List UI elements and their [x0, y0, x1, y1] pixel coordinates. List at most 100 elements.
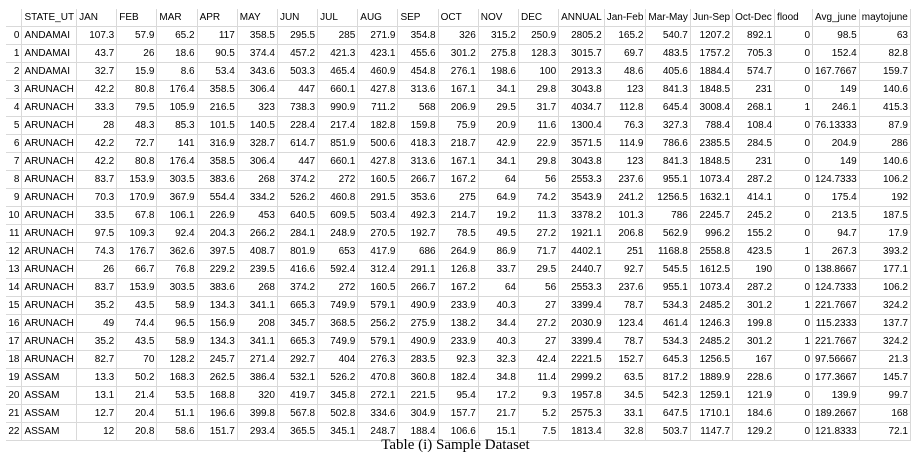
value-cell: 21.3: [859, 350, 911, 369]
value-cell: 645.4: [645, 98, 691, 117]
value-cell: 101.5: [197, 116, 238, 135]
value-cell: 165.2: [604, 26, 647, 45]
value-cell: 2440.7: [558, 260, 605, 279]
value-cell: 65.2: [156, 26, 198, 45]
state-cell: ANDAMAI: [21, 62, 78, 81]
value-cell: 415.3: [859, 98, 911, 117]
value-cell: 199.8: [732, 314, 776, 333]
value-cell: 470.8: [357, 368, 399, 387]
value-cell: 58.9: [156, 332, 198, 351]
value-cell: 177.1: [859, 260, 911, 279]
value-cell: 0: [774, 350, 814, 369]
value-cell: 304.9: [397, 404, 439, 423]
value-cell: 315.2: [478, 26, 519, 45]
value-cell: 313.6: [397, 152, 439, 171]
value-cell: 33.7: [478, 260, 519, 279]
value-cell: 1: [774, 296, 814, 315]
value-cell: 419.7: [277, 386, 319, 405]
value-cell: 1256.5: [645, 188, 691, 207]
value-cell: 455.6: [397, 44, 439, 63]
value-cell: 286: [859, 134, 911, 153]
value-cell: 574.7: [732, 62, 776, 81]
value-cell: 1168.8: [645, 242, 691, 261]
value-cell: 3399.4: [558, 332, 605, 351]
state-cell: ARUNACH: [21, 170, 78, 189]
value-cell: 87.9: [859, 116, 911, 135]
value-cell: 266.2: [237, 224, 278, 243]
row-index-cell: 22: [6, 422, 23, 441]
value-cell: 192: [859, 188, 911, 207]
value-cell: 427.8: [357, 80, 399, 99]
value-cell: 0: [774, 224, 814, 243]
value-cell: 117: [197, 26, 238, 45]
value-cell: 78.7: [604, 296, 647, 315]
table-row: 9 ARUNACH 70.3 170.9 367.9 554.4 334.2 526.2 460…: [6, 188, 911, 207]
value-cell: 3399.4: [558, 296, 605, 315]
value-cell: 749.9: [317, 296, 359, 315]
column-header: flood: [774, 9, 814, 27]
value-cell: 218.7: [438, 134, 479, 153]
value-cell: 447: [277, 80, 319, 99]
table-row: 20 ASSAM 13.1 21.4 53.5 168.8 320 419.7 345.8 272…: [6, 386, 911, 405]
state-cell: ARUNACH: [21, 242, 78, 261]
value-cell: 447: [277, 152, 319, 171]
value-cell: 2558.8: [690, 242, 734, 261]
column-header: STATE_UT: [21, 9, 78, 27]
value-cell: 74.4: [116, 314, 158, 333]
value-cell: 32.3: [478, 350, 519, 369]
value-cell: 1889.9: [690, 368, 734, 387]
value-cell: 3043.8: [558, 80, 605, 99]
value-cell: 1612.5: [690, 260, 734, 279]
value-cell: 167.1: [438, 152, 479, 171]
value-cell: 109.3: [116, 224, 158, 243]
value-cell: 393.2: [859, 242, 911, 261]
value-cell: 34.1: [478, 152, 519, 171]
header-row: STATE_UT JAN FEB MAR APR MAY JUN JUL AUG SEP OCT NO…: [6, 9, 911, 27]
row-index-cell: 19: [6, 368, 23, 387]
state-cell: ASSAM: [21, 422, 78, 441]
value-cell: 0: [774, 278, 814, 297]
value-cell: 70.3: [76, 188, 118, 207]
state-cell: ASSAM: [21, 386, 78, 405]
value-cell: 2553.3: [558, 170, 605, 189]
value-cell: 788.4: [690, 116, 734, 135]
value-cell: 221.5: [397, 386, 439, 405]
table-row: 8 ARUNACH 83.7 153.9 303.5 383.6 268 374.2 272 16…: [6, 170, 911, 189]
value-cell: 42.2: [76, 80, 118, 99]
value-cell: 159.8: [397, 116, 439, 135]
value-cell: 112.8: [604, 98, 647, 117]
table-row: 0 ANDAMAI 107.3 57.9 65.2 117 358.5 295.5 285 271…: [6, 26, 911, 45]
value-cell: 358.5: [197, 80, 238, 99]
column-header: MAY: [237, 9, 278, 27]
value-cell: 92.4: [156, 224, 198, 243]
value-cell: 11.4: [518, 368, 560, 387]
value-cell: 262.5: [197, 368, 238, 387]
value-cell: 95.4: [438, 386, 479, 405]
value-cell: 367.9: [156, 188, 198, 207]
value-cell: 94.7: [812, 224, 860, 243]
value-cell: 67.8: [116, 206, 158, 225]
value-cell: 138.8667: [812, 260, 860, 279]
table-row: 18 ARUNACH 82.7 70 128.2 245.7 271.4 292.7 404 27…: [6, 350, 911, 369]
value-cell: 53.5: [156, 386, 198, 405]
value-cell: 301.2: [732, 296, 776, 315]
value-cell: 99.7: [859, 386, 911, 405]
value-cell: 32.8: [604, 422, 647, 441]
value-cell: 1: [774, 98, 814, 117]
value-cell: 3378.2: [558, 206, 605, 225]
table-body: 0 ANDAMAI 107.3 57.9 65.2 117 358.5 295.5 285 271…: [6, 26, 911, 441]
value-cell: 33.5: [76, 206, 118, 225]
value-cell: 276.1: [438, 62, 479, 81]
value-cell: 149: [812, 80, 860, 99]
value-cell: 1921.1: [558, 224, 605, 243]
value-cell: 155.2: [732, 224, 776, 243]
value-cell: 653: [317, 242, 359, 261]
value-cell: 63.5: [604, 368, 647, 387]
value-cell: 42.2: [76, 152, 118, 171]
value-cell: 1207.2: [690, 26, 734, 45]
value-cell: 106.6: [438, 422, 479, 441]
value-cell: 503.4: [357, 206, 399, 225]
value-cell: 40.3: [478, 332, 519, 351]
value-cell: 490.9: [397, 296, 439, 315]
value-cell: 190: [732, 260, 776, 279]
